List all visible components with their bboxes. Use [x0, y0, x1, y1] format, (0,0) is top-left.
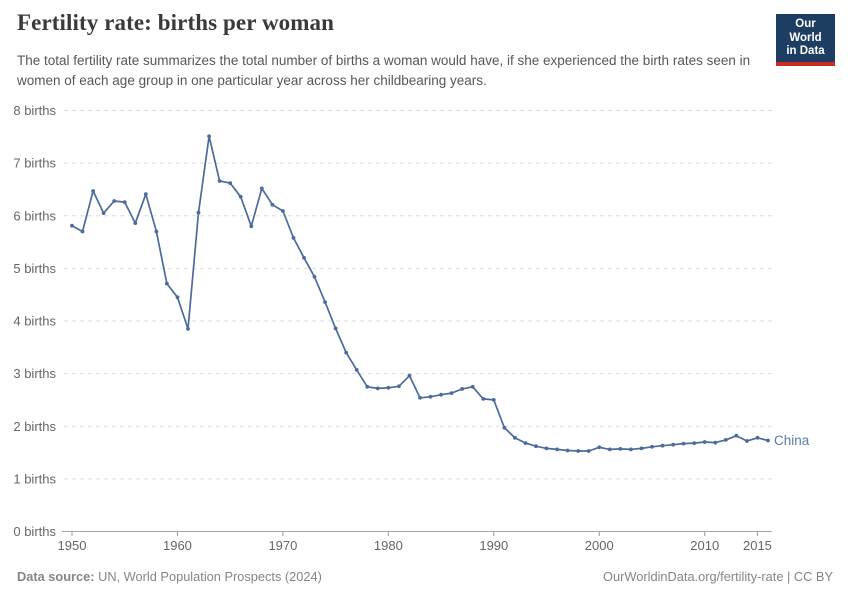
- data-point: [629, 447, 633, 452]
- series-line-china: [71, 135, 769, 452]
- owid-logo-line1: Our World: [789, 18, 822, 44]
- data-point: [70, 223, 74, 228]
- x-axis-tick-label: 2015: [743, 538, 772, 553]
- data-point: [112, 199, 117, 203]
- data-point: [523, 441, 528, 445]
- data-point: [154, 229, 159, 234]
- series-end-label: China: [774, 433, 810, 448]
- data-point: [344, 350, 349, 355]
- data-point: [555, 447, 559, 452]
- x-axis-tick-label: 1950: [58, 538, 87, 553]
- data-point: [365, 384, 370, 389]
- data-point: [323, 300, 327, 304]
- y-axis-tick-label: 5 births: [13, 261, 56, 276]
- data-point: [217, 179, 222, 183]
- data-point: [249, 224, 254, 229]
- data-point: [439, 392, 443, 397]
- y-axis-tick-label: 4 births: [13, 314, 56, 329]
- data-point: [122, 200, 127, 205]
- data-point: [428, 394, 433, 399]
- x-axis-tick-label: 1980: [374, 538, 403, 553]
- data-point: [186, 327, 190, 331]
- data-source-label: Data source:: [17, 569, 95, 584]
- y-axis-tick-label: 3 births: [13, 366, 56, 381]
- data-point: [407, 373, 412, 378]
- data-point: [175, 295, 180, 300]
- data-point: [291, 236, 296, 240]
- x-axis-tick-label: 1960: [163, 538, 192, 553]
- data-point: [91, 189, 95, 193]
- data-point: [723, 438, 728, 442]
- data-point: [681, 441, 686, 446]
- y-axis-tick-label: 6 births: [13, 208, 56, 223]
- data-point: [481, 397, 486, 401]
- data-point: [333, 326, 338, 331]
- x-axis-tick-label: 2010: [690, 538, 719, 553]
- data-point: [281, 209, 285, 213]
- data-point: [207, 134, 212, 139]
- data-point: [607, 447, 612, 452]
- data-point: [713, 440, 718, 445]
- data-point: [80, 229, 85, 234]
- data-point: [692, 441, 697, 445]
- data-point: [534, 444, 538, 449]
- data-point: [397, 384, 401, 389]
- data-point: [755, 435, 760, 440]
- data-point: [650, 444, 654, 449]
- x-axis-tick-label: 2000: [585, 538, 614, 553]
- y-axis-tick-label: 8 births: [13, 103, 56, 118]
- owid-logo-line2: in Data: [786, 45, 825, 57]
- data-point: [238, 194, 243, 199]
- page-title: Fertility rate: births per woman: [17, 10, 335, 35]
- data-point: [165, 281, 169, 286]
- y-axis-tick-label: 2 births: [13, 419, 56, 434]
- data-point: [386, 385, 391, 390]
- data-point: [449, 391, 454, 395]
- x-axis-tick-label: 1970: [268, 538, 297, 553]
- data-point: [196, 210, 201, 215]
- data-source-note: Data source: UN, World Population Prospe…: [17, 569, 322, 584]
- chart-subtitle: The total fertility rate summarizes the …: [17, 53, 751, 88]
- data-point: [418, 395, 422, 400]
- data-point: [270, 202, 275, 207]
- data-point: [766, 438, 770, 443]
- data-point: [671, 442, 675, 447]
- data-point: [639, 446, 644, 451]
- data-point: [618, 447, 623, 451]
- x-axis-tick-label: 1990: [479, 538, 508, 553]
- data-point: [745, 439, 749, 443]
- y-axis-tick-label: 0 births: [13, 524, 56, 539]
- data-point: [312, 274, 317, 279]
- data-point: [544, 446, 549, 451]
- data-point: [470, 384, 475, 389]
- data-point: [502, 425, 507, 430]
- data-point: [491, 398, 496, 402]
- data-point: [101, 211, 106, 216]
- data-point: [143, 192, 148, 197]
- data-point: [513, 435, 517, 440]
- y-axis-tick-label: 1 births: [13, 471, 56, 486]
- owid-logo[interactable]: Our World in Data: [776, 14, 835, 66]
- y-axis-tick-label: 7 births: [13, 156, 56, 171]
- data-point: [565, 448, 570, 453]
- owid-credit-link[interactable]: OurWorldinData.org/fertility-rate | CC B…: [603, 569, 833, 584]
- data-point: [302, 255, 306, 260]
- data-point: [228, 181, 233, 186]
- data-point: [734, 433, 739, 438]
- data-point: [375, 386, 380, 391]
- data-point: [597, 445, 602, 450]
- data-point: [460, 387, 465, 391]
- chart-footer: Data source: UN, World Population Prospe…: [17, 569, 833, 584]
- data-point: [576, 449, 581, 453]
- data-point: [660, 443, 665, 448]
- data-point: [702, 440, 707, 444]
- data-point: [133, 221, 138, 226]
- data-point: [586, 449, 591, 453]
- data-point: [259, 186, 264, 191]
- data-source-value: UN, World Population Prospects (2024): [94, 569, 322, 584]
- data-point: [354, 368, 359, 372]
